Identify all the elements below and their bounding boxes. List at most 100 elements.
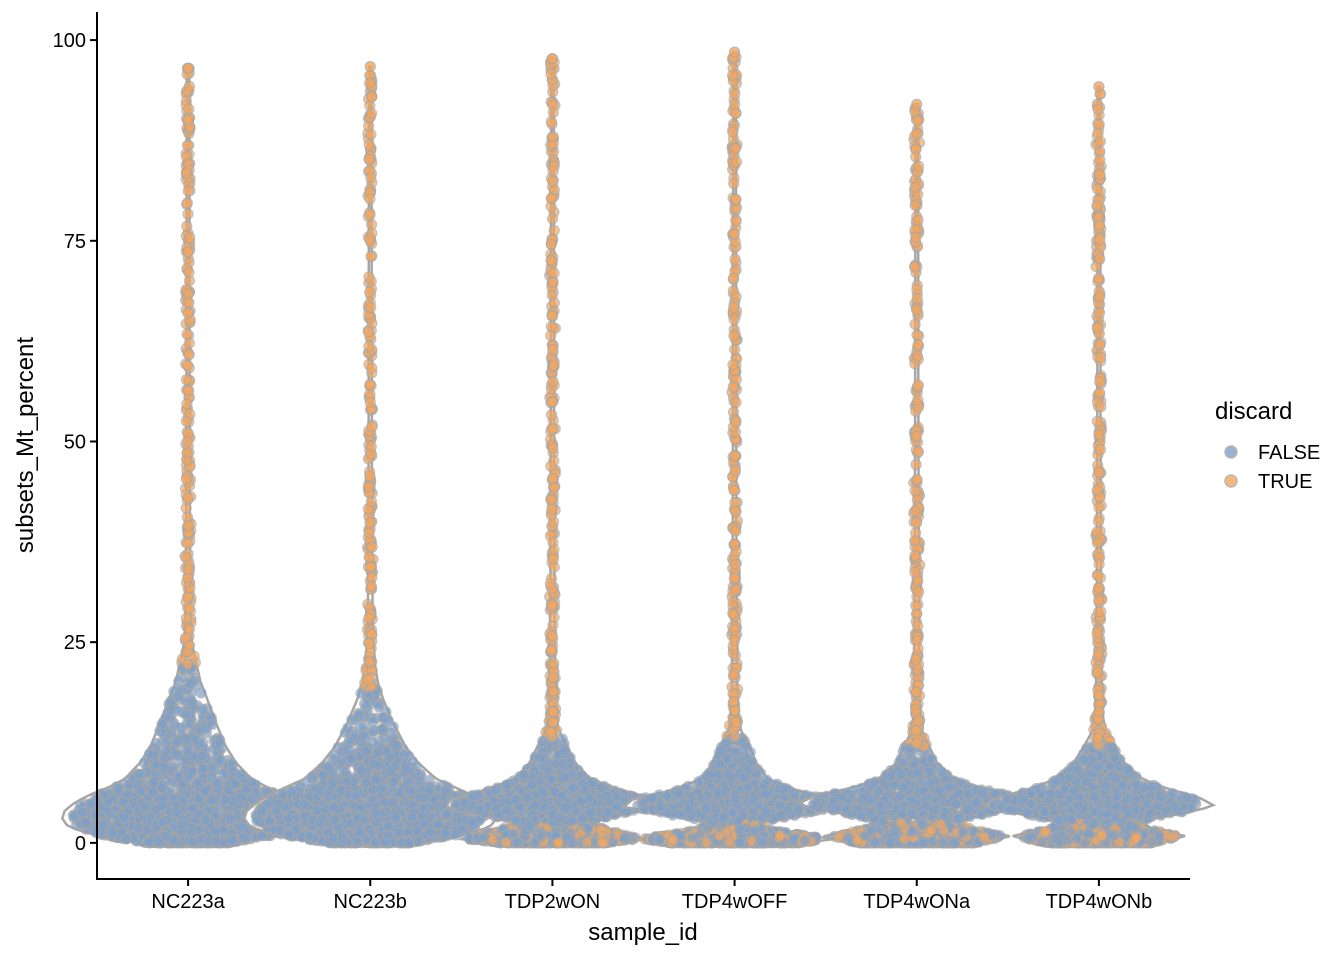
point-false (345, 752, 357, 765)
point-false (450, 829, 462, 841)
point-false (350, 789, 362, 802)
point-false (339, 766, 351, 778)
point-false (143, 836, 155, 848)
point-false (414, 775, 426, 787)
point-false (185, 677, 197, 690)
point-false (440, 785, 452, 797)
point-false (373, 701, 385, 713)
point-false (343, 743, 355, 756)
point-false (357, 730, 369, 742)
points-TDP2wON (450, 52, 655, 849)
point-false (158, 761, 170, 773)
point-false (277, 787, 289, 800)
point-true (363, 120, 375, 132)
point-false (107, 826, 119, 839)
point-false (171, 736, 183, 748)
point-false (210, 825, 222, 838)
point-true (365, 496, 377, 508)
point-true (183, 103, 195, 115)
point-true (362, 674, 374, 686)
point-false (229, 778, 241, 790)
point-true (182, 185, 194, 197)
point-true (364, 209, 376, 221)
point-true (180, 374, 192, 386)
point-true (182, 246, 194, 258)
point-true (182, 114, 194, 127)
point-true (363, 139, 375, 151)
point-false (156, 718, 168, 730)
point-true (181, 328, 193, 340)
point-false (301, 777, 313, 789)
point-false (372, 759, 384, 771)
point-false (196, 750, 208, 762)
point-true (363, 637, 376, 650)
point-true (182, 520, 194, 532)
point-true (365, 171, 377, 184)
point-false (171, 807, 183, 819)
point-false (270, 804, 282, 817)
point-true (364, 396, 376, 408)
point-false (355, 801, 367, 814)
point-true (180, 612, 192, 624)
point-false (156, 782, 168, 794)
point-false (238, 831, 250, 843)
point-false (186, 765, 198, 778)
point-false (406, 811, 418, 823)
point-true (364, 77, 376, 89)
point-false (404, 784, 416, 797)
point-false (173, 675, 185, 687)
point-true (181, 398, 193, 410)
point-false (182, 745, 194, 758)
point-false (214, 753, 227, 766)
point-false (367, 715, 379, 728)
point-false (199, 785, 211, 797)
point-false (416, 810, 428, 822)
point-true (183, 385, 195, 397)
point-true (183, 337, 195, 349)
point-false (274, 824, 286, 837)
point-false (355, 687, 367, 699)
point-false (102, 797, 115, 809)
point-true (181, 435, 193, 447)
point-false (133, 768, 145, 781)
point-false (369, 807, 382, 819)
point-true (366, 541, 378, 553)
point-false (370, 773, 382, 786)
point-false (425, 827, 437, 839)
point-true (183, 564, 195, 576)
point-false (256, 804, 268, 817)
point-false (118, 811, 130, 823)
point-false (175, 818, 187, 831)
point-true (182, 492, 194, 504)
point-true (183, 267, 195, 279)
point-false (374, 783, 387, 795)
point-false (391, 740, 404, 752)
point-false (97, 819, 109, 831)
point-false (432, 818, 444, 830)
point-true (183, 639, 196, 651)
point-false (145, 811, 157, 823)
plot-area (60, 46, 1217, 849)
point-true (366, 421, 378, 433)
point-false (383, 751, 396, 763)
point-false (440, 809, 452, 821)
point-true (181, 220, 193, 232)
point-false (89, 809, 102, 822)
point-true (182, 658, 194, 671)
point-false (181, 733, 193, 745)
point-true (183, 623, 195, 636)
point-false (186, 802, 199, 814)
point-false (160, 830, 172, 843)
point-false (141, 824, 153, 836)
point-false (117, 796, 130, 808)
point-true (365, 561, 377, 573)
point-true (363, 153, 375, 165)
point-false (220, 793, 232, 806)
point-false (213, 737, 225, 749)
point-false (354, 827, 366, 840)
point-false (192, 793, 204, 805)
point-false (186, 696, 198, 708)
point-false (147, 785, 159, 798)
point-true (182, 537, 194, 550)
point-true (365, 301, 377, 314)
